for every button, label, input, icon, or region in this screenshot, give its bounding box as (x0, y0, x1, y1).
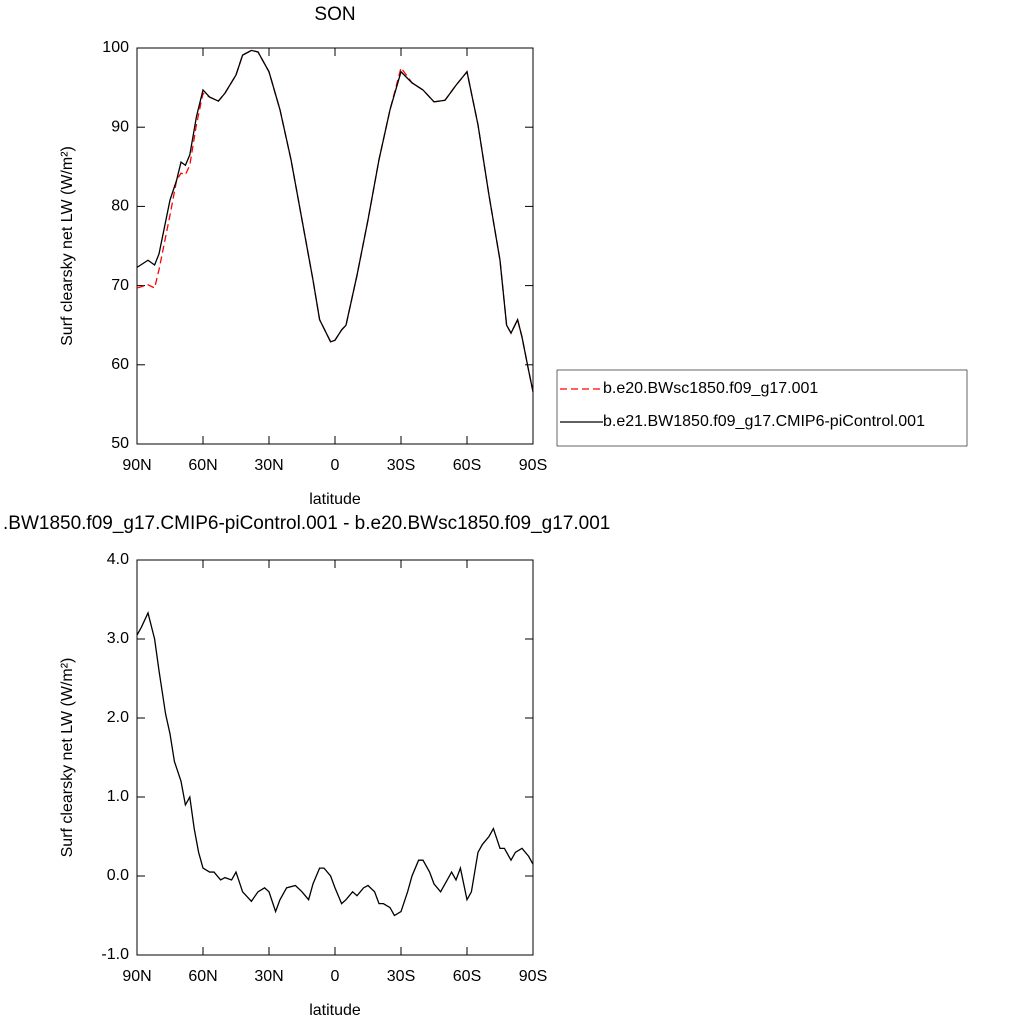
y-tick-label: 4.0 (107, 551, 129, 568)
y-tick-label: 0.0 (107, 867, 129, 884)
data-line (136, 49, 534, 392)
plot-frame (136, 559, 534, 956)
x-tick-label: 0 (331, 457, 340, 474)
y-axis-label: Surf clearsky net LW (W/m²) (59, 658, 76, 858)
data-line (136, 610, 534, 917)
chart-title: SON (314, 4, 355, 25)
y-axis-label: Surf clearsky net LW (W/m²) (59, 146, 76, 346)
plot-frame (136, 47, 534, 445)
x-tick-label: 90N (122, 457, 151, 474)
y-tick-label: 1.0 (107, 788, 129, 805)
y-tick-label: -1.0 (101, 946, 129, 963)
y-tick-label: 60 (111, 356, 129, 373)
x-tick-label: 90S (519, 457, 547, 474)
x-tick-label: 30S (387, 457, 415, 474)
x-axis-label: latitude (309, 1002, 361, 1019)
x-tick-label: 60N (188, 457, 217, 474)
x-tick-label: 30N (254, 968, 283, 985)
chart-title: .BW1850.f09_g17.CMIP6-piControl.001 - b.… (3, 513, 610, 534)
x-tick-label: 60S (453, 457, 481, 474)
y-tick-label: 3.0 (107, 630, 129, 647)
x-tick-label: 30N (254, 457, 283, 474)
x-tick-label: 90N (122, 968, 151, 985)
x-tick-label: 60N (188, 968, 217, 985)
x-tick-label: 60S (453, 968, 481, 985)
y-tick-label: 90 (111, 118, 129, 135)
y-tick-label: 70 (111, 277, 129, 294)
y-tick-label: 80 (111, 198, 129, 215)
legend-box (556, 369, 968, 447)
legend-label: b.e20.BWsc1850.f09_g17.001 (603, 380, 818, 397)
x-tick-label: 90S (519, 968, 547, 985)
y-tick-label: 100 (102, 39, 129, 56)
x-axis-label: latitude (309, 491, 361, 508)
legend-label: b.e21.BW1850.f09_g17.CMIP6-piControl.001 (603, 413, 925, 430)
x-tick-label: 30S (387, 968, 415, 985)
x-tick-label: 0 (331, 968, 340, 985)
y-tick-label: 50 (111, 435, 129, 452)
y-tick-label: 2.0 (107, 709, 129, 726)
